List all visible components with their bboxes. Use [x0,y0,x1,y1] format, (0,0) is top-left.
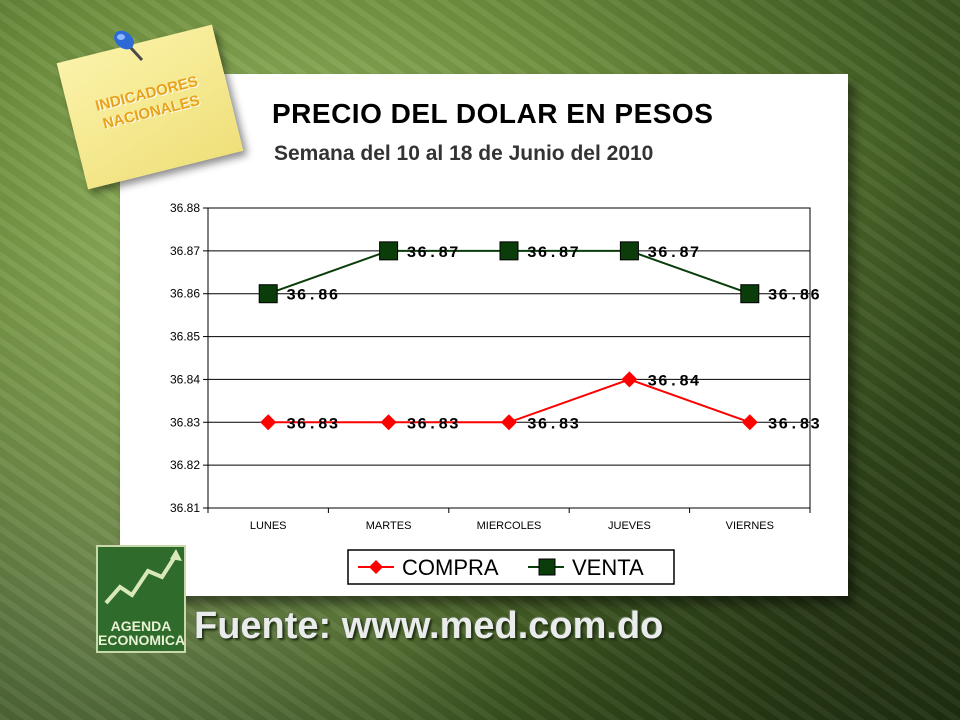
data-label-compra: 36.83 [768,415,821,433]
data-label-venta: 36.86 [286,287,339,305]
logo-line1: AGENDA [110,618,172,634]
legend-marker-compra [369,560,383,574]
data-label-compra: 36.83 [407,415,460,433]
data-label-compra: 36.83 [286,415,339,433]
data-point-venta [379,241,399,261]
data-label-compra: 36.83 [527,415,580,433]
data-point-compra [501,414,517,431]
agenda-economica-logo: AGENDA ECONOMICA [96,545,186,653]
legend-label-venta: VENTA [572,555,644,580]
y-tick-label: 36.81 [170,501,200,515]
data-label-compra: 36.84 [647,372,700,390]
legend-box [347,549,675,585]
data-label-venta: 36.87 [647,244,700,262]
x-tick-label: MARTES [366,520,412,532]
page-title: PRECIO DEL DOLAR EN PESOS [272,98,714,129]
growth-chart-icon [104,549,182,605]
data-point-compra [260,414,277,431]
y-tick-label: 36.88 [170,201,200,215]
x-tick-label: JUEVES [608,520,651,532]
data-point-compra [380,414,397,431]
data-point-venta [740,284,760,304]
legend-marker-venta [538,558,556,576]
data-point-compra [621,371,638,388]
y-tick-label: 36.82 [170,458,200,472]
data-point-venta [619,241,639,261]
y-tick-label: 36.84 [170,372,200,386]
y-tick-label: 36.85 [170,330,200,344]
y-tick-label: 36.86 [170,287,200,301]
data-label-venta: 36.87 [527,244,580,262]
legend-label-compra: COMPRA [402,555,499,580]
push-pin-icon [114,30,144,62]
page-subtitle: Semana del 10 al 18 de Junio del 2010 [274,142,654,165]
line-chart: 36.88 36.87 36.86 36.85 36.84 36.83 36.82 36.81… [170,201,821,585]
data-point-venta [499,241,519,261]
data-label-venta: 36.86 [768,287,821,305]
x-tick-label: LUNES [250,520,287,532]
y-tick-label: 36.83 [170,415,200,429]
y-tick-label: 36.87 [170,244,200,258]
data-point-compra [741,414,758,431]
source-caption: Fuente: www.med.com.do [194,605,664,647]
x-tick-label: VIERNES [726,520,774,532]
x-tick-label: MIERCOLES [477,520,542,532]
data-label-venta: 36.87 [407,244,460,262]
data-point-venta [258,284,278,304]
logo-line2: ECONOMICA [98,632,186,648]
